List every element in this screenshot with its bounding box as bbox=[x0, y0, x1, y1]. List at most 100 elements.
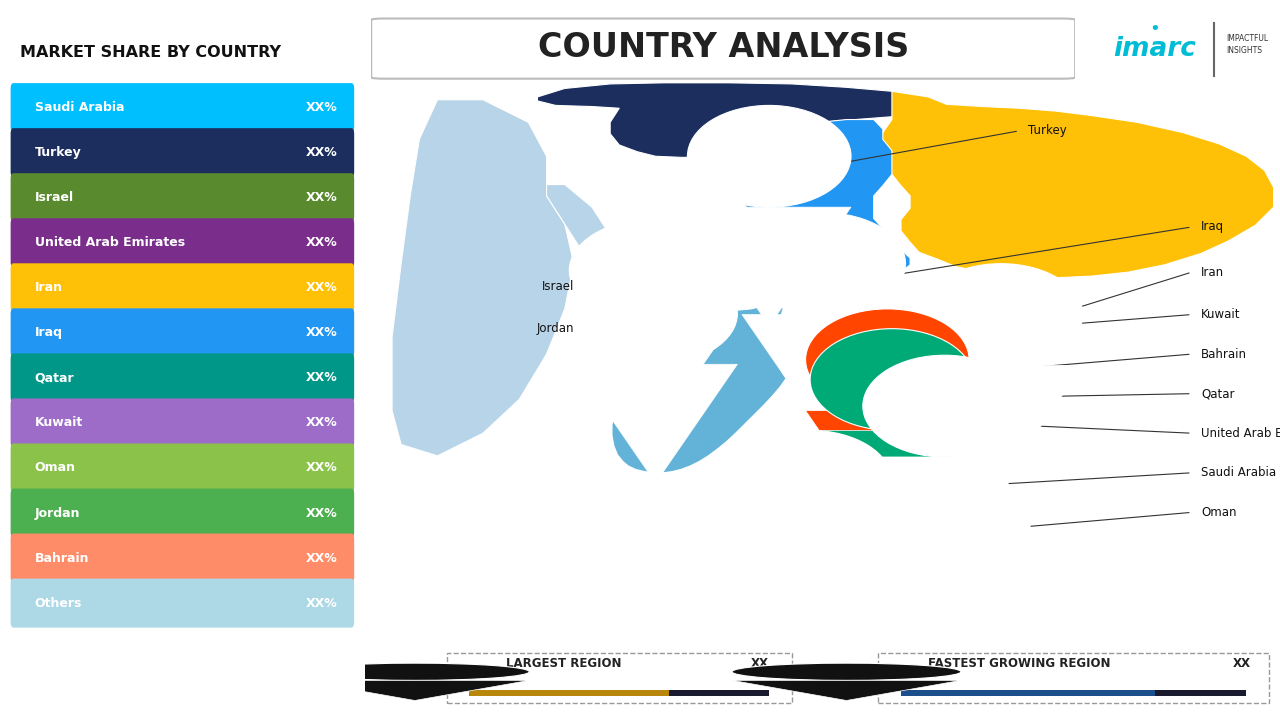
Text: COUNTRY ANALYSIS: COUNTRY ANALYSIS bbox=[538, 31, 909, 64]
Polygon shape bbox=[882, 377, 901, 389]
Circle shape bbox=[573, 263, 737, 364]
Text: Saudi Arabia: Saudi Arabia bbox=[35, 101, 124, 114]
Polygon shape bbox=[863, 457, 1027, 576]
Text: XX%: XX% bbox=[306, 236, 338, 249]
Text: IMPACTFUL
INSIGHTS: IMPACTFUL INSIGHTS bbox=[1226, 34, 1268, 55]
Bar bbox=[669, 690, 769, 696]
Bar bbox=[1156, 690, 1247, 696]
Text: Iran: Iran bbox=[1201, 266, 1224, 279]
FancyBboxPatch shape bbox=[10, 534, 355, 582]
Circle shape bbox=[919, 264, 1083, 365]
FancyBboxPatch shape bbox=[878, 652, 1268, 703]
Circle shape bbox=[732, 663, 961, 680]
FancyBboxPatch shape bbox=[10, 218, 355, 267]
Polygon shape bbox=[728, 532, 892, 651]
FancyBboxPatch shape bbox=[10, 128, 355, 177]
Polygon shape bbox=[919, 365, 1083, 484]
Polygon shape bbox=[849, 275, 876, 294]
Text: Israel: Israel bbox=[541, 280, 573, 293]
Text: Oman: Oman bbox=[1201, 506, 1236, 519]
Polygon shape bbox=[874, 91, 1274, 278]
Text: LARGEST REGION: LARGEST REGION bbox=[506, 657, 621, 670]
Polygon shape bbox=[896, 305, 974, 433]
Text: Others: Others bbox=[35, 597, 82, 610]
Bar bbox=[901, 690, 1156, 696]
Text: Iraq: Iraq bbox=[1201, 220, 1224, 233]
FancyBboxPatch shape bbox=[10, 308, 355, 357]
Polygon shape bbox=[810, 431, 974, 549]
Polygon shape bbox=[742, 315, 905, 433]
Text: Bahrain: Bahrain bbox=[35, 552, 90, 564]
FancyBboxPatch shape bbox=[10, 354, 355, 402]
FancyBboxPatch shape bbox=[10, 579, 355, 628]
Text: Qatar: Qatar bbox=[1201, 387, 1234, 400]
Text: Iran: Iran bbox=[35, 282, 63, 294]
Polygon shape bbox=[547, 184, 611, 264]
Circle shape bbox=[781, 269, 945, 371]
Polygon shape bbox=[732, 680, 961, 701]
Text: XX%: XX% bbox=[306, 506, 338, 520]
Text: MARKET SHARE BY COUNTRY: MARKET SHARE BY COUNTRY bbox=[20, 45, 282, 60]
FancyBboxPatch shape bbox=[10, 174, 355, 222]
Text: Kuwait: Kuwait bbox=[1201, 308, 1240, 321]
Polygon shape bbox=[392, 100, 573, 456]
Circle shape bbox=[865, 467, 1028, 569]
Text: Jordan: Jordan bbox=[35, 506, 81, 520]
Text: Bahrain: Bahrain bbox=[1201, 348, 1247, 361]
Polygon shape bbox=[573, 364, 737, 483]
Circle shape bbox=[570, 220, 733, 321]
Text: imarc: imarc bbox=[1112, 36, 1196, 63]
Polygon shape bbox=[805, 410, 969, 529]
Circle shape bbox=[810, 328, 974, 431]
Text: Iraq: Iraq bbox=[35, 326, 63, 339]
Text: XX%: XX% bbox=[306, 552, 338, 564]
Text: XX%: XX% bbox=[306, 372, 338, 384]
Text: Qatar: Qatar bbox=[35, 372, 74, 384]
Text: •: • bbox=[1149, 20, 1160, 38]
Circle shape bbox=[805, 309, 969, 410]
Text: Saudi Arabia: Saudi Arabia bbox=[1201, 467, 1276, 480]
Polygon shape bbox=[901, 392, 960, 423]
Text: XX: XX bbox=[751, 657, 769, 670]
Text: XX%: XX% bbox=[306, 597, 338, 610]
Circle shape bbox=[301, 663, 530, 680]
Text: XX%: XX% bbox=[306, 416, 338, 429]
Text: Jordan: Jordan bbox=[536, 322, 573, 336]
Polygon shape bbox=[865, 569, 1028, 688]
Polygon shape bbox=[612, 213, 877, 473]
Polygon shape bbox=[781, 371, 945, 490]
Text: Turkey: Turkey bbox=[35, 146, 82, 159]
Polygon shape bbox=[620, 282, 687, 343]
Text: XX%: XX% bbox=[306, 282, 338, 294]
Text: XX: XX bbox=[1233, 657, 1251, 670]
FancyBboxPatch shape bbox=[447, 652, 792, 703]
Circle shape bbox=[863, 355, 1027, 457]
Polygon shape bbox=[570, 321, 733, 440]
Polygon shape bbox=[538, 97, 611, 107]
FancyBboxPatch shape bbox=[10, 488, 355, 538]
FancyBboxPatch shape bbox=[10, 444, 355, 492]
FancyBboxPatch shape bbox=[10, 398, 355, 447]
Circle shape bbox=[687, 105, 851, 207]
FancyBboxPatch shape bbox=[371, 19, 1075, 78]
Polygon shape bbox=[687, 207, 851, 326]
Text: United Arab Emirates: United Arab Emirates bbox=[1201, 427, 1280, 440]
Text: XX%: XX% bbox=[306, 462, 338, 474]
Circle shape bbox=[877, 356, 899, 369]
Text: XX%: XX% bbox=[306, 192, 338, 204]
FancyBboxPatch shape bbox=[10, 264, 355, 312]
Circle shape bbox=[742, 213, 905, 315]
Text: XX%: XX% bbox=[306, 101, 338, 114]
Polygon shape bbox=[628, 253, 667, 285]
Text: XX%: XX% bbox=[306, 326, 338, 339]
Circle shape bbox=[728, 431, 892, 532]
Bar bbox=[470, 690, 669, 696]
Text: Turkey: Turkey bbox=[1028, 125, 1068, 138]
Polygon shape bbox=[611, 97, 783, 158]
Text: XX%: XX% bbox=[306, 146, 338, 159]
Text: FASTEST GROWING REGION: FASTEST GROWING REGION bbox=[928, 657, 1111, 670]
Polygon shape bbox=[301, 680, 530, 701]
FancyBboxPatch shape bbox=[10, 83, 355, 132]
Polygon shape bbox=[538, 83, 946, 158]
FancyBboxPatch shape bbox=[365, 83, 1274, 648]
